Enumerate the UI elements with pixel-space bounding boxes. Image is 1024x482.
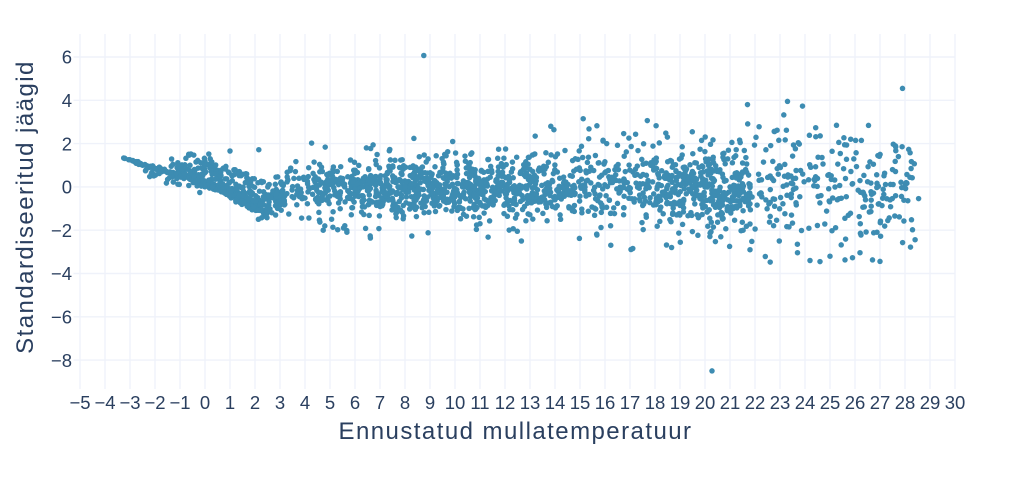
svg-text:27: 27 (870, 392, 891, 413)
svg-text:18: 18 (645, 392, 666, 413)
svg-text:−1: −1 (169, 392, 190, 413)
svg-text:4: 4 (300, 392, 310, 413)
svg-text:2: 2 (62, 133, 72, 154)
svg-text:2: 2 (250, 392, 260, 413)
svg-text:−2: −2 (144, 392, 165, 413)
svg-text:6: 6 (350, 392, 360, 413)
svg-text:3: 3 (275, 392, 285, 413)
svg-text:15: 15 (570, 392, 591, 413)
svg-text:12: 12 (495, 392, 516, 413)
svg-text:−4: −4 (51, 263, 72, 284)
svg-text:−8: −8 (51, 350, 72, 371)
svg-text:Standardiseeritud jäägid: Standardiseeritud jäägid (12, 60, 39, 354)
svg-text:11: 11 (470, 392, 489, 413)
svg-text:6: 6 (62, 47, 72, 68)
svg-text:19: 19 (670, 392, 691, 413)
svg-text:13: 13 (520, 392, 541, 413)
svg-text:Ennustatud mullatemperatuur: Ennustatud mullatemperatuur (339, 418, 693, 445)
svg-text:22: 22 (745, 392, 766, 413)
svg-text:23: 23 (770, 392, 791, 413)
svg-text:−6: −6 (51, 307, 72, 328)
svg-text:28: 28 (895, 392, 916, 413)
svg-text:16: 16 (595, 392, 616, 413)
svg-text:−4: −4 (94, 392, 115, 413)
svg-text:−2: −2 (51, 220, 72, 241)
svg-text:20: 20 (695, 392, 716, 413)
svg-text:7: 7 (375, 392, 385, 413)
svg-text:14: 14 (545, 392, 566, 413)
svg-text:21: 21 (720, 392, 741, 413)
svg-text:9: 9 (425, 392, 435, 413)
svg-text:17: 17 (620, 392, 641, 413)
svg-text:25: 25 (820, 392, 841, 413)
svg-text:26: 26 (845, 392, 866, 413)
svg-text:10: 10 (445, 392, 466, 413)
svg-text:30: 30 (945, 392, 966, 413)
svg-text:−3: −3 (119, 392, 140, 413)
svg-text:5: 5 (325, 392, 335, 413)
svg-text:24: 24 (795, 392, 816, 413)
svg-text:29: 29 (920, 392, 941, 413)
svg-text:0: 0 (200, 392, 210, 413)
svg-text:8: 8 (400, 392, 410, 413)
svg-text:1: 1 (225, 392, 235, 413)
svg-text:−5: −5 (69, 392, 90, 413)
svg-text:0: 0 (62, 177, 72, 198)
svg-text:4: 4 (62, 90, 72, 111)
